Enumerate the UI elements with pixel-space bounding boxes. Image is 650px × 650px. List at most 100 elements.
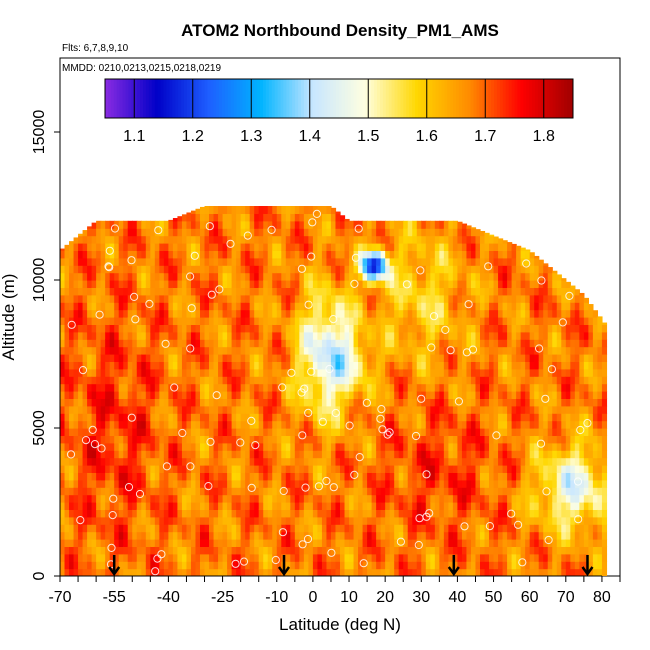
heat-cell [507, 502, 513, 510]
heat-cell [380, 457, 386, 466]
heat-cell [181, 220, 188, 229]
heat-cell [109, 294, 115, 303]
heat-cell [87, 524, 93, 533]
heat-cell [299, 398, 305, 407]
heat-cell [200, 220, 206, 229]
heat-cell [123, 339, 129, 348]
heat-cell [349, 494, 355, 503]
heat-cell [168, 465, 174, 473]
heat-cell [439, 450, 445, 459]
heat-cell [403, 405, 409, 414]
heat-cell [114, 331, 120, 340]
heat-cell [168, 428, 174, 436]
heat-cell [321, 428, 328, 436]
heat-cell [389, 487, 395, 496]
heat-cell [421, 220, 427, 229]
heat-cell [236, 331, 242, 340]
heat-cell [290, 287, 296, 296]
heat-cell [163, 479, 169, 488]
heat-cell [105, 502, 111, 510]
heat-cell [87, 487, 93, 496]
heat-cell [240, 235, 246, 244]
heat-cell [132, 391, 138, 399]
heat-cell [231, 243, 237, 251]
heat-cell [326, 435, 332, 444]
heat-cell [204, 539, 210, 547]
heat-cell [109, 272, 115, 281]
heat-cell [109, 317, 115, 325]
heat-cell [475, 420, 481, 429]
heat-cell [412, 539, 418, 547]
heat-cell [434, 376, 440, 385]
heat-cell [218, 309, 224, 318]
heat-cell [96, 376, 102, 385]
heat-cell [123, 509, 129, 518]
heat-cell [73, 568, 79, 576]
heat-cell [123, 502, 129, 510]
chart-title: ATOM2 Northbound Density_PM1_AMS [181, 21, 499, 40]
heat-cell [475, 494, 481, 503]
heat-cell [136, 516, 142, 525]
heat-cell [132, 368, 138, 377]
heat-cell [448, 568, 454, 576]
heat-cell [416, 250, 422, 259]
heat-cell [457, 487, 463, 496]
heat-cell [452, 391, 459, 399]
heat-cell [403, 354, 409, 362]
heat-cell [213, 220, 219, 229]
heat-cell [209, 413, 215, 422]
heat-cell [358, 472, 364, 481]
heat-cell [308, 257, 314, 266]
heat-cell [362, 383, 368, 392]
heat-cell [281, 265, 287, 274]
heat-cell [64, 539, 70, 547]
heat-cell [100, 472, 106, 481]
heat-cell [123, 413, 129, 422]
heat-cell [258, 250, 264, 259]
heat-cell [213, 568, 219, 576]
heat-cell [87, 317, 93, 325]
heat-cell [385, 280, 391, 288]
heat-cell [172, 413, 179, 422]
heat-cell [326, 272, 332, 281]
heat-cell [308, 413, 314, 422]
heat-cell [448, 435, 454, 444]
heat-cell [186, 494, 192, 503]
heat-cell [168, 420, 174, 429]
heat-cell [267, 302, 273, 311]
heat-cell [457, 502, 463, 510]
heat-cell [272, 420, 278, 429]
heat-cell [457, 435, 463, 444]
heat-cell [118, 383, 124, 392]
heat-cell [231, 465, 237, 473]
heat-cell [118, 398, 124, 407]
heat-cell [353, 465, 359, 473]
heat-cell [461, 413, 468, 422]
heat-cell [78, 428, 84, 436]
heat-cell [200, 376, 206, 385]
heat-cell [452, 450, 459, 459]
heat-cell [213, 405, 219, 414]
heat-cell [303, 442, 309, 451]
heat-cell [145, 413, 151, 422]
heat-cell [64, 391, 70, 399]
heat-cell [123, 376, 129, 385]
heat-cell [407, 502, 413, 510]
heat-cell [159, 539, 165, 547]
heat-cell [367, 391, 373, 399]
heat-cell [299, 420, 305, 429]
heat-cell [340, 502, 346, 510]
heat-cell [118, 450, 124, 459]
heat-cell [145, 442, 151, 451]
heat-cell [299, 317, 305, 325]
heat-cell [249, 287, 255, 296]
heat-cell [489, 280, 495, 288]
heat-cell [353, 235, 359, 244]
heat-cell [227, 428, 233, 436]
heat-cell [511, 331, 517, 340]
heat-cell [227, 509, 233, 518]
heat-cell [321, 553, 328, 562]
heat-cell [403, 235, 409, 244]
heat-cell [398, 450, 404, 459]
heat-cell [371, 376, 377, 385]
